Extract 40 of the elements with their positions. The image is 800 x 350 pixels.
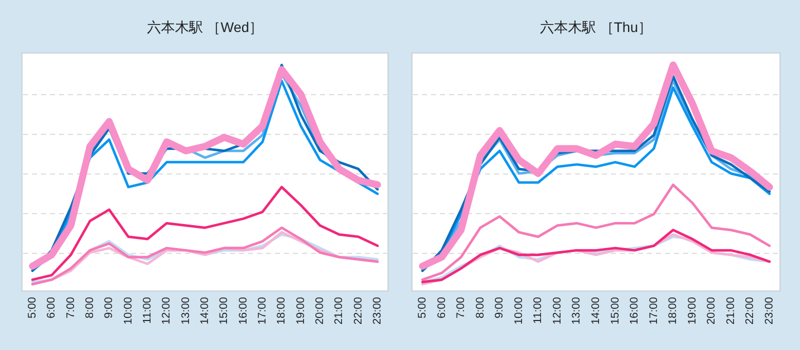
x-tick-label: 19:00 — [686, 297, 698, 325]
chart-title: 六本木駅 ［Thu］ — [540, 19, 652, 35]
x-tick-label: 9:00 — [103, 297, 116, 318]
x-tick-label: 17:00 — [256, 297, 268, 325]
x-tick-label: 11:00 — [532, 297, 544, 324]
x-tick-label: 14:00 — [199, 297, 211, 325]
x-tick-label: 7:00 — [455, 297, 468, 318]
x-tick-label: 5:00 — [26, 297, 38, 318]
chart-title: 六本木駅 ［Wed］ — [146, 19, 264, 35]
x-tick-label: 7:00 — [64, 297, 77, 318]
x-tick-label: 23:00 — [372, 297, 384, 325]
x-tick-label: 16:00 — [237, 297, 250, 325]
x-tick-label: 5:00 — [416, 297, 428, 318]
x-tick-label: 16:00 — [628, 297, 641, 325]
x-tick-label: 21:00 — [333, 297, 346, 325]
x-tick-label: 15:00 — [218, 297, 230, 325]
x-tick-label: 18:00 — [276, 297, 288, 325]
x-tick-label: 12:00 — [551, 297, 564, 325]
x-tick-label: 8:00 — [84, 297, 96, 318]
x-tick-label: 22:00 — [352, 297, 364, 325]
x-tick-label: 9:00 — [494, 297, 506, 318]
x-tick-label: 14:00 — [590, 297, 602, 325]
x-tick-label: 6:00 — [436, 297, 448, 318]
x-tick-label: 15:00 — [609, 297, 622, 325]
x-tick-label: 10:00 — [512, 297, 525, 325]
x-tick-label: 6:00 — [46, 297, 58, 318]
x-tick-label: 20:00 — [706, 297, 718, 325]
x-tick-label: 23:00 — [764, 297, 776, 325]
x-tick-label: 22:00 — [744, 297, 756, 325]
x-tick-label: 17:00 — [648, 297, 660, 325]
x-tick-label: 13:00 — [570, 297, 583, 325]
x-tick-label: 8:00 — [474, 297, 486, 318]
x-tick-label: 19:00 — [294, 297, 307, 325]
x-tick-label: 20:00 — [314, 297, 326, 325]
x-tick-label: 13:00 — [180, 297, 192, 325]
x-tick-label: 11:00 — [142, 297, 154, 324]
x-tick-label: 21:00 — [724, 297, 737, 325]
x-tick-label: 18:00 — [667, 297, 680, 325]
x-tick-label: 10:00 — [122, 297, 134, 325]
x-tick-label: 12:00 — [160, 297, 173, 325]
